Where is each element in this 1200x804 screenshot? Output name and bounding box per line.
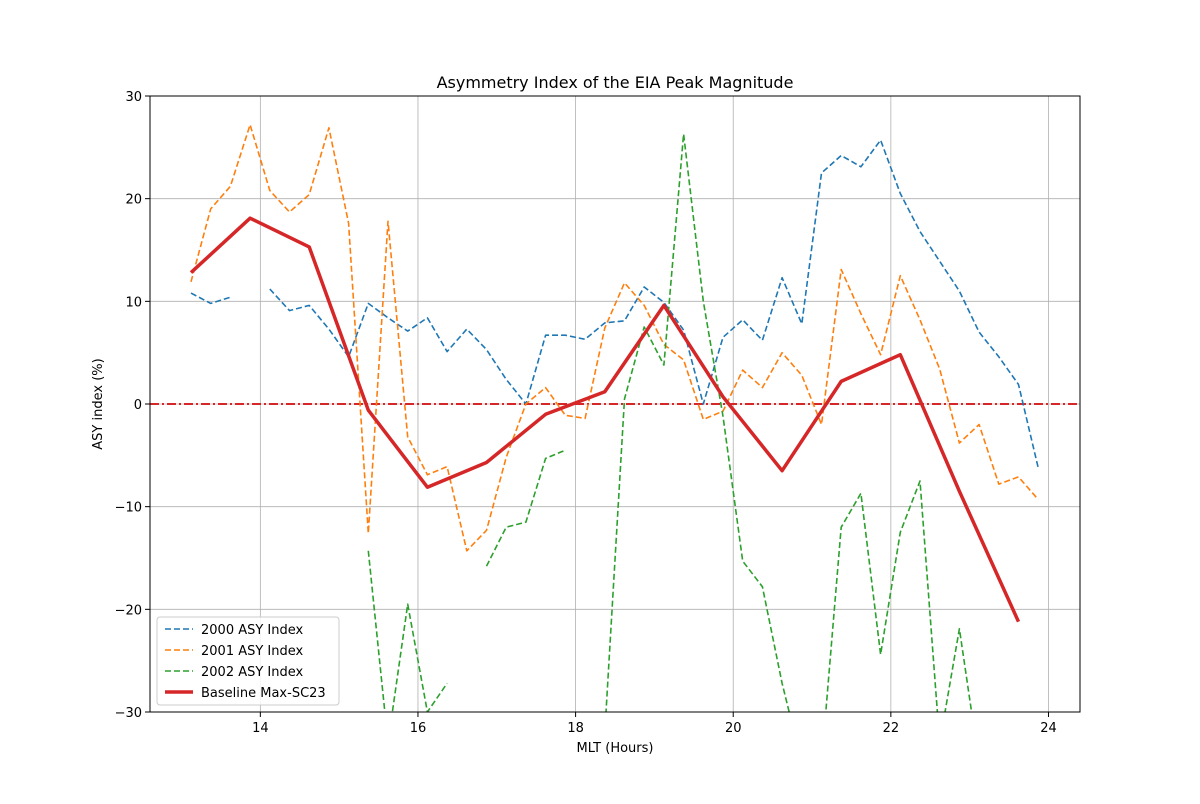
legend: 2000 ASY Index 2001 ASY Index 2002 ASY Ind… xyxy=(156,616,340,706)
x-tick-label: 20 xyxy=(725,721,742,736)
y-tick-label: 0 xyxy=(134,398,142,413)
x-tick-label: 22 xyxy=(883,721,900,736)
y-tick-label: −30 xyxy=(115,706,142,721)
x-tick-label: 16 xyxy=(410,721,427,736)
legend-box xyxy=(156,616,340,706)
y-tick-label: −20 xyxy=(115,603,142,618)
series-line-3 xyxy=(367,133,973,712)
y-axis-label: ASY index (%) xyxy=(91,358,106,449)
y-tick-label: −10 xyxy=(115,501,142,516)
y-tick-label: 20 xyxy=(125,193,142,208)
chart-title: Asymmetry Index of the EIA Peak Magnitud… xyxy=(437,73,794,92)
y-tick-label: 30 xyxy=(125,90,142,105)
series-line-2 xyxy=(190,123,1039,552)
legend-label: 2001 ASY Index xyxy=(201,644,304,659)
legend-label: 2000 ASY Index xyxy=(201,623,304,638)
x-axis-label: MLT (Hours) xyxy=(577,741,654,756)
y-tick-label: 10 xyxy=(125,295,142,310)
x-tick-label: 24 xyxy=(1040,721,1057,736)
x-tick-label: 18 xyxy=(567,721,584,736)
tick-layer: 14 16 18 20 22 24 −30 −20 −10 0 10 20 30 xyxy=(115,90,1057,736)
series-layer xyxy=(189,123,1039,712)
legend-label: 2002 ASY Index xyxy=(201,665,304,680)
series-line-4 xyxy=(189,216,1021,623)
x-tick-label: 14 xyxy=(252,721,269,736)
legend-label: Baseline Max-SC23 xyxy=(201,686,326,701)
